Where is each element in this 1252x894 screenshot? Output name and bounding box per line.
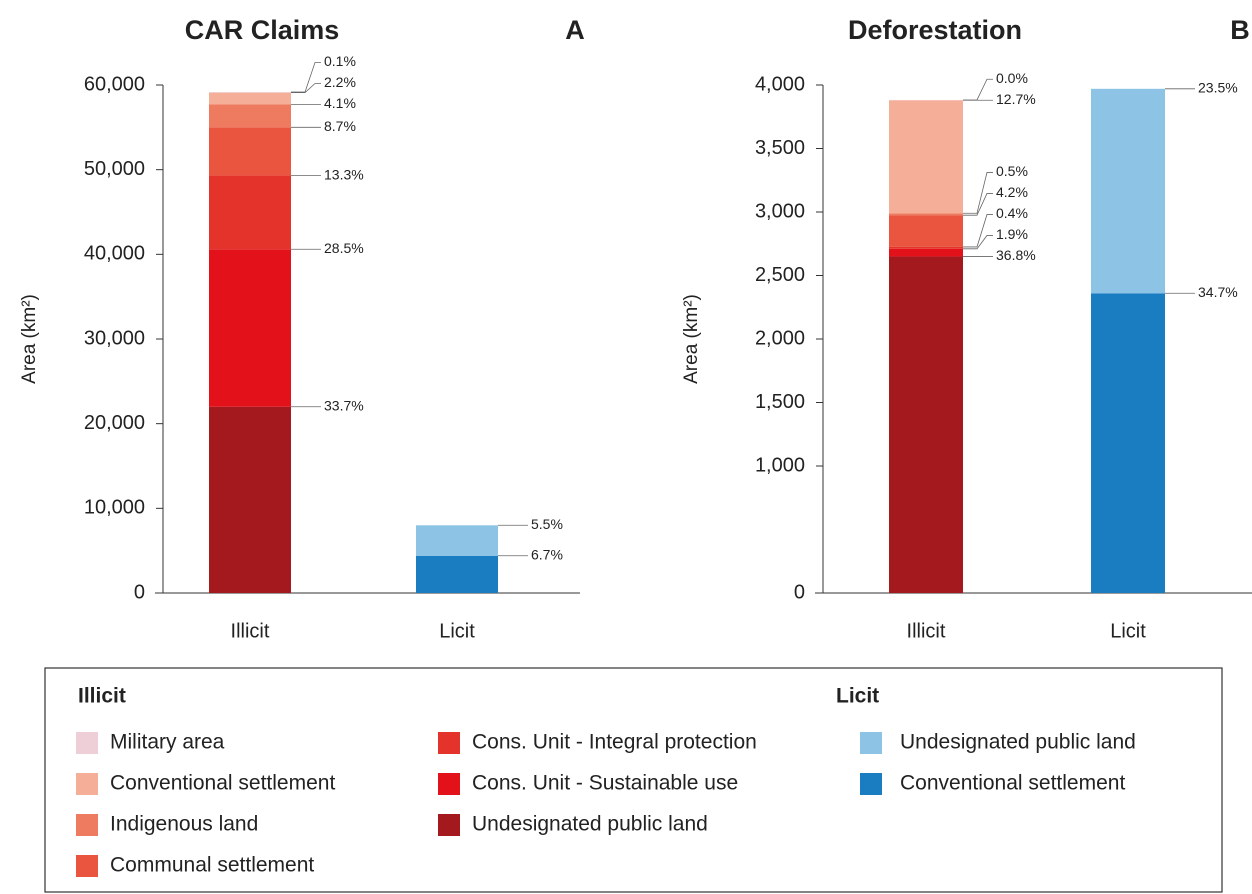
- legend-swatch: [860, 732, 882, 754]
- x-tick-label: Licit: [439, 620, 475, 642]
- y-tick-label: 2,500: [755, 264, 805, 286]
- segment-label: 28.5%: [324, 240, 364, 256]
- bar-segment: [889, 213, 963, 216]
- x-tick-label: Illicit: [231, 620, 270, 642]
- bar-segment: [1091, 293, 1165, 593]
- segment-label: 36.8%: [996, 247, 1036, 263]
- panel-label: B: [1230, 15, 1250, 45]
- legend-swatch: [438, 773, 460, 795]
- bar-segment: [889, 100, 963, 214]
- bar-segment: [889, 215, 963, 247]
- legend-label: Communal settlement: [110, 854, 314, 877]
- legend-label: Indigenous land: [110, 813, 258, 836]
- segment-label: 4.1%: [324, 95, 356, 111]
- y-tick-label: 20,000: [84, 412, 145, 434]
- segment-label: 34.7%: [1198, 284, 1238, 300]
- y-axis-label: Area (km²): [681, 294, 702, 384]
- segment-label: 23.5%: [1198, 80, 1238, 96]
- segment-label: 5.5%: [531, 516, 563, 532]
- legend-label: Undesignated public land: [900, 731, 1136, 754]
- segment-label: 4.2%: [996, 184, 1028, 200]
- legend-swatch: [76, 732, 98, 754]
- segment-label: 1.9%: [996, 226, 1028, 242]
- legend-swatch: [76, 814, 98, 836]
- segment-label: 0.5%: [996, 163, 1028, 179]
- segment-label: 33.7%: [324, 397, 364, 413]
- y-tick-label: 50,000: [84, 158, 145, 180]
- y-tick-label: 2,000: [755, 327, 805, 349]
- legend-label: Conventional settlement: [900, 772, 1125, 795]
- y-tick-label: 40,000: [84, 243, 145, 265]
- x-tick-label: Licit: [1110, 620, 1146, 642]
- leader-line: [291, 62, 321, 93]
- legend-swatch: [76, 855, 98, 877]
- segment-label: 8.7%: [324, 118, 356, 134]
- segment-label: 0.1%: [324, 53, 356, 69]
- y-tick-label: 60,000: [84, 73, 145, 95]
- legend-group-title: Licit: [836, 685, 879, 708]
- leader-line: [291, 83, 321, 94]
- leader-line: [963, 78, 993, 101]
- y-tick-label: 0: [794, 581, 805, 603]
- chart-title: Deforestation: [848, 15, 1022, 45]
- legend-swatch: [438, 732, 460, 754]
- legend-swatch: [76, 773, 98, 795]
- y-tick-label: 10,000: [84, 497, 145, 519]
- bar-segment: [209, 127, 291, 176]
- legend-swatch: [860, 773, 882, 795]
- y-tick-label: 30,000: [84, 327, 145, 349]
- y-tick-label: 3,000: [755, 200, 805, 222]
- leader-line: [963, 172, 993, 214]
- legend-label: Cons. Unit - Sustainable use: [472, 772, 738, 795]
- legend-box: [44, 667, 1223, 893]
- y-tick-label: 4,000: [755, 73, 805, 95]
- legend-label: Cons. Unit - Integral protection: [472, 731, 757, 754]
- segment-label: 0.4%: [996, 205, 1028, 221]
- y-tick-label: 1,500: [755, 391, 805, 413]
- legend-label: Undesignated public land: [472, 813, 708, 836]
- segment-label: 6.7%: [531, 546, 563, 562]
- bar-segment: [889, 248, 963, 257]
- bar-segment: [889, 246, 963, 249]
- y-tick-label: 1,000: [755, 454, 805, 476]
- legend-label: Conventional settlement: [110, 772, 335, 795]
- leader-line: [963, 193, 993, 216]
- bar-segment: [416, 555, 498, 593]
- bar-segment: [416, 525, 498, 556]
- bar-segment: [209, 406, 291, 593]
- bar-segment: [209, 249, 291, 407]
- segment-label: 13.3%: [324, 166, 364, 182]
- segment-label: 0.0%: [996, 70, 1028, 86]
- segment-label: 2.2%: [324, 74, 356, 90]
- bar-segment: [209, 92, 291, 105]
- bar-segment: [889, 256, 963, 593]
- leader-line: [963, 235, 993, 250]
- y-tick-label: 3,500: [755, 137, 805, 159]
- bar-segment: [209, 175, 291, 250]
- bar-segment: [209, 92, 291, 93]
- chart-title: CAR Claims: [185, 15, 340, 45]
- legend-label: Military area: [110, 731, 225, 754]
- legend-group-title: Illicit: [78, 685, 126, 708]
- y-tick-label: 0: [134, 581, 145, 603]
- leader-line: [963, 214, 993, 248]
- segment-label: 12.7%: [996, 91, 1036, 107]
- y-axis-label: Area (km²): [19, 294, 40, 384]
- panel-label: A: [565, 15, 585, 45]
- bar-segment: [1091, 88, 1165, 294]
- x-tick-label: Illicit: [907, 620, 946, 642]
- legend-swatch: [438, 814, 460, 836]
- bar-segment: [209, 104, 291, 128]
